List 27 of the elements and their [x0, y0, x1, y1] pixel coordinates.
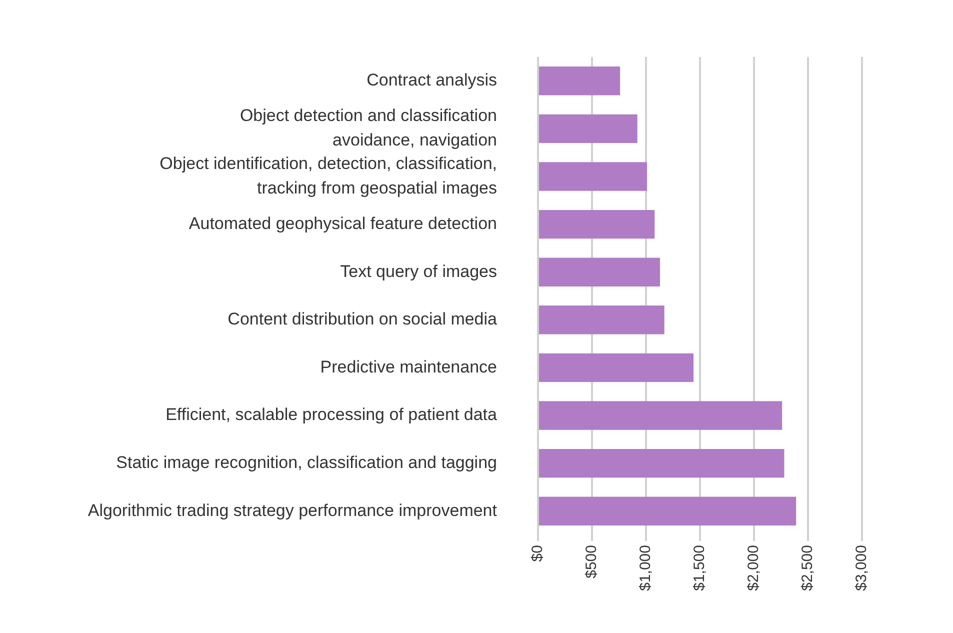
- y-tick-label: Predictive maintenance: [320, 357, 497, 376]
- bar: [539, 496, 796, 526]
- x-tick-label: $2,500: [799, 545, 816, 591]
- bar: [539, 448, 784, 478]
- y-tick-label: Object detection and classification avoidance, navigation: [240, 106, 497, 150]
- bar: [539, 210, 655, 239]
- y-tick-label: Text query of images: [340, 262, 497, 281]
- x-tick-label: $2,000: [745, 545, 762, 591]
- bar: [539, 66, 620, 96]
- y-tick-label: Efficient, scalable processing of patient data: [166, 405, 498, 424]
- y-tick-label: Contract analysis: [366, 70, 497, 90]
- bar: [539, 401, 782, 430]
- x-tick-label: $3,000: [853, 545, 870, 591]
- y-tick-label: Object identification, detection, classification, tracking from geospatial images: [160, 154, 497, 198]
- x-tick-label: $1,500: [691, 545, 708, 591]
- bar: [539, 353, 694, 382]
- bar: [539, 258, 660, 286]
- y-tick-label: Static image recognition, classification and tagging: [116, 452, 497, 472]
- x-tick-label: $0: [529, 545, 546, 562]
- x-tick-label: $500: [583, 545, 600, 578]
- y-tick-label: Algorithmic trading strategy performance improvement: [88, 500, 498, 520]
- bar: [539, 114, 638, 144]
- x-tick-label: $1,000: [637, 545, 654, 591]
- y-tick-label: Content distribution on social media: [228, 310, 498, 329]
- y-tick-label: Automated geophysical feature detection: [188, 214, 497, 233]
- bar: [539, 162, 648, 191]
- bar: [539, 306, 664, 334]
